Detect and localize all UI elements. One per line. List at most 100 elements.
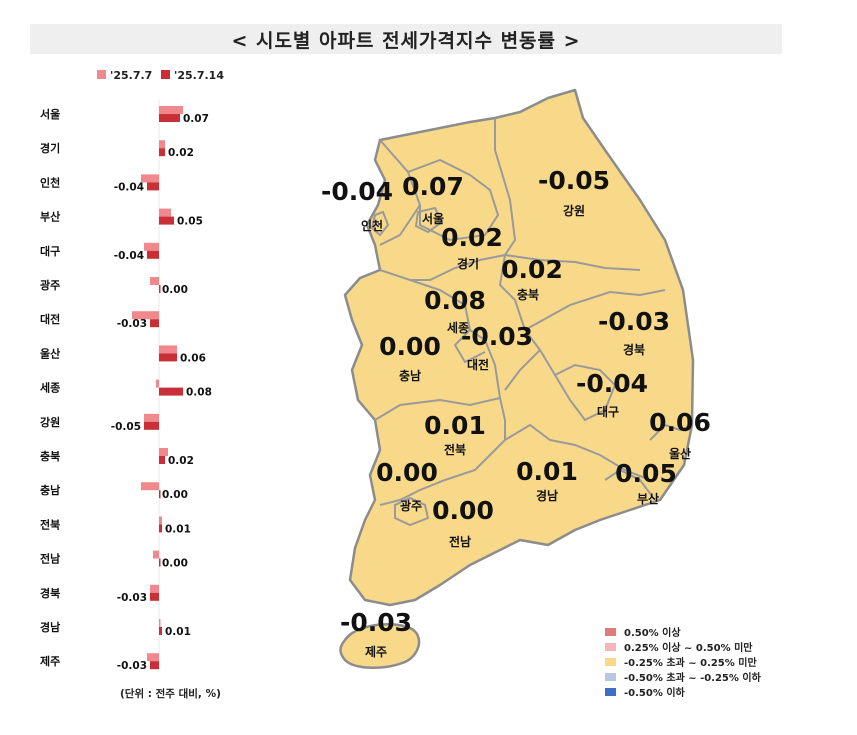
map-region-name: 경북 bbox=[623, 343, 645, 357]
map-region-name: 세종 bbox=[447, 320, 469, 335]
bar-prev bbox=[159, 345, 177, 354]
page-title: < 시도별 아파트 전세가격지수 변동률 > bbox=[30, 24, 782, 54]
map-value: 0.06 bbox=[649, 408, 711, 437]
category-label: 전남 bbox=[40, 552, 60, 566]
bar-prev bbox=[147, 653, 159, 662]
data-label: 0.06 bbox=[180, 352, 206, 364]
data-label: -0.04 bbox=[114, 250, 144, 262]
map-legend-swatch bbox=[605, 658, 616, 666]
map-region-name: 대전 bbox=[467, 357, 489, 372]
bar-curr bbox=[147, 250, 159, 259]
data-label: -0.03 bbox=[117, 592, 147, 604]
map-region-name: 전남 bbox=[449, 534, 471, 549]
map-region-name: 대구 bbox=[597, 405, 619, 419]
category-label: 서울 bbox=[40, 107, 60, 121]
map-value: 0.00 bbox=[432, 496, 494, 525]
bar-prev bbox=[159, 106, 183, 114]
data-label: -0.03 bbox=[117, 660, 147, 672]
bar-curr bbox=[159, 285, 161, 293]
bar-prev bbox=[132, 311, 159, 320]
bar-prev bbox=[144, 242, 159, 251]
map-region-name: 부산 bbox=[637, 491, 659, 506]
bar-prev bbox=[159, 448, 168, 456]
map-legend-label: -0.50% 이하 bbox=[624, 686, 686, 699]
unit-note: (단위 : 전주 대비, %) bbox=[120, 687, 221, 700]
bar-curr bbox=[159, 114, 180, 122]
category-label: 대구 bbox=[40, 244, 60, 258]
legend-swatch-0 bbox=[97, 70, 106, 79]
bar-curr bbox=[150, 319, 159, 328]
bar-curr bbox=[144, 421, 159, 430]
category-label: 부산 bbox=[40, 210, 60, 224]
map-legend-swatch bbox=[605, 673, 616, 681]
category-label: 경북 bbox=[40, 586, 60, 600]
bar-curr bbox=[159, 490, 161, 499]
bar-curr bbox=[159, 148, 165, 157]
data-label: 0.00 bbox=[162, 284, 188, 296]
map-value: 0.08 bbox=[424, 286, 486, 315]
map-region-name: 서울 bbox=[422, 211, 444, 226]
map-value: 0.01 bbox=[424, 411, 486, 440]
map-value: 0.02 bbox=[501, 255, 563, 284]
bar-prev bbox=[144, 413, 159, 422]
data-label: 0.07 bbox=[183, 113, 209, 125]
map-region-name: 충북 bbox=[517, 287, 539, 302]
bar-prev bbox=[159, 140, 165, 149]
map-region-name: 경남 bbox=[536, 488, 558, 503]
bar-prev bbox=[159, 619, 161, 627]
map-value: -0.03 bbox=[340, 608, 412, 637]
bar-curr bbox=[159, 387, 183, 396]
map-region-name: 경기 bbox=[457, 256, 479, 271]
data-label: 0.08 bbox=[186, 387, 212, 399]
map-legend-label: 0.25% 이상 ~ 0.50% 미만 bbox=[624, 641, 753, 654]
bar-prev bbox=[141, 174, 159, 183]
data-label: 0.02 bbox=[168, 455, 194, 467]
data-label: -0.05 bbox=[111, 421, 141, 433]
category-label: 대전 bbox=[40, 312, 60, 326]
data-label: 0.01 bbox=[165, 523, 191, 535]
category-label: 제주 bbox=[40, 654, 60, 668]
bar-prev bbox=[150, 277, 159, 285]
data-label: 0.00 bbox=[162, 558, 188, 570]
bar-prev bbox=[159, 516, 162, 525]
bar-curr bbox=[147, 182, 159, 191]
map-region-name: 강원 bbox=[563, 204, 585, 218]
category-label: 인천 bbox=[40, 175, 60, 189]
category-label: 충북 bbox=[40, 449, 60, 463]
legend-swatch-1 bbox=[161, 70, 170, 79]
map-value: -0.03 bbox=[461, 322, 533, 351]
category-label: 울산 bbox=[40, 346, 60, 360]
map-legend-label: -0.25% 초과 ~ 0.25% 미만 bbox=[624, 656, 757, 669]
map-value: 0.02 bbox=[441, 223, 503, 252]
map-region-name: 전북 bbox=[444, 442, 466, 457]
map-value: -0.04 bbox=[576, 369, 648, 398]
bar-prev bbox=[159, 208, 171, 217]
map-region-name: 광주 bbox=[400, 498, 422, 513]
map-legend-label: -0.50% 초과 ~ -0.25% 이하 bbox=[624, 671, 762, 684]
map-value: 0.07 bbox=[402, 172, 464, 201]
map-value: 0.00 bbox=[379, 332, 441, 361]
category-label: 광주 bbox=[40, 279, 60, 292]
legend-label-1: '25.7.14 bbox=[174, 69, 224, 82]
category-label: 충남 bbox=[40, 483, 60, 497]
category-label: 경남 bbox=[40, 620, 60, 634]
map-legend-label: 0.50% 이상 bbox=[624, 626, 681, 639]
map-legend-swatch bbox=[605, 688, 616, 696]
category-label: 강원 bbox=[40, 415, 60, 429]
bar-curr bbox=[159, 353, 177, 362]
bar-prev bbox=[141, 482, 159, 491]
bar-prev bbox=[150, 584, 159, 593]
map-legend-swatch bbox=[605, 643, 616, 651]
map-legend-swatch bbox=[605, 628, 616, 636]
bar-prev bbox=[156, 379, 159, 388]
bar-curr bbox=[159, 456, 165, 464]
map-region-name: 충남 bbox=[399, 368, 421, 383]
map-region-name: 울산 bbox=[669, 446, 691, 461]
data-label: -0.04 bbox=[114, 181, 144, 193]
data-label: 0.00 bbox=[162, 489, 188, 501]
map-value: -0.05 bbox=[538, 166, 610, 195]
map-value: -0.04 bbox=[321, 177, 393, 206]
category-label: 전북 bbox=[40, 517, 60, 531]
